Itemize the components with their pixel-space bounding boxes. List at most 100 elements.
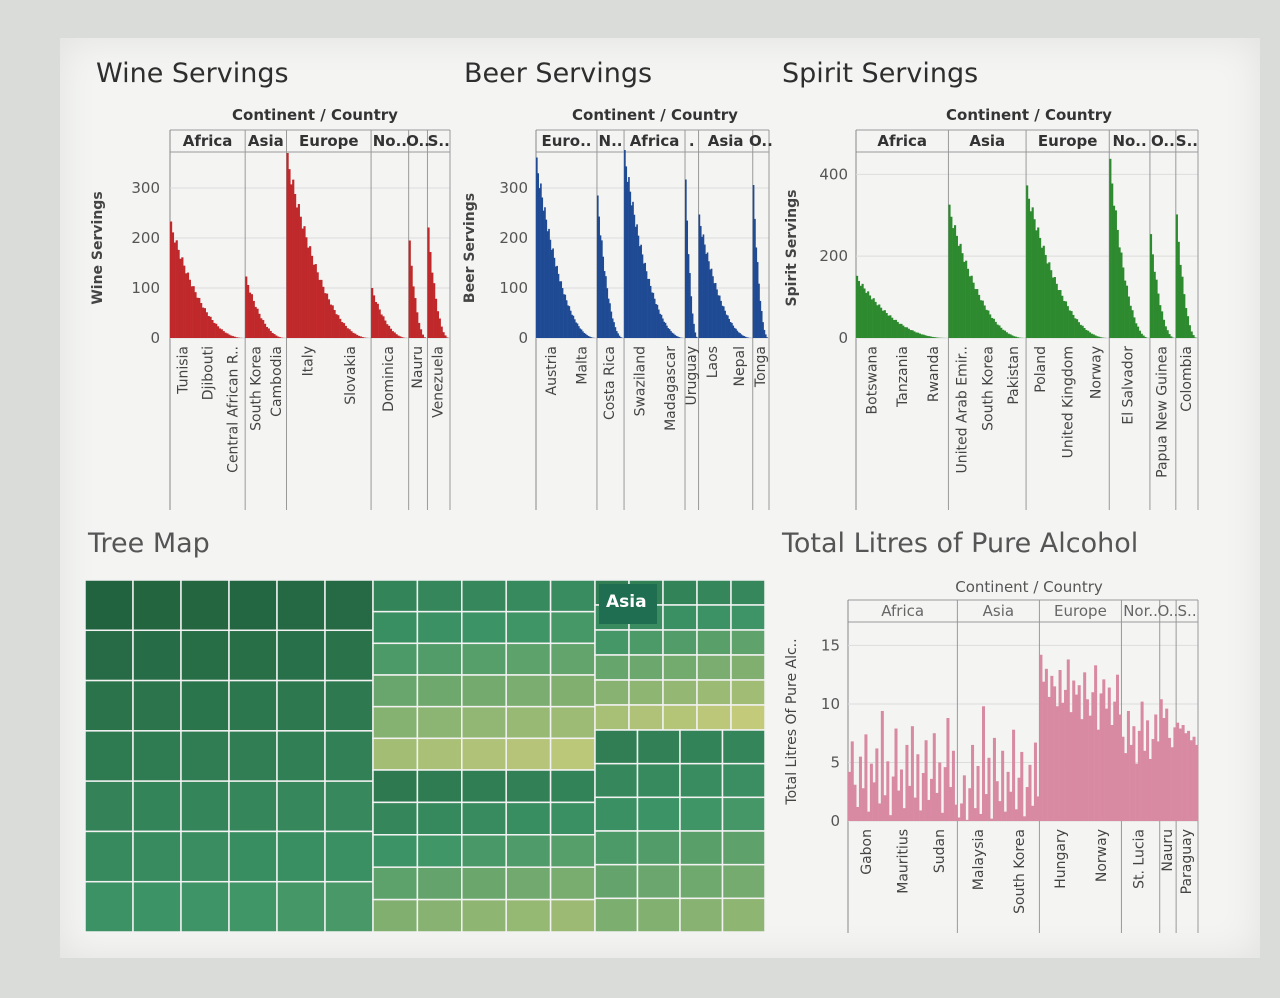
spirit-bar xyxy=(1035,230,1038,338)
treemap-cell xyxy=(276,880,326,933)
spirit-bar xyxy=(1090,333,1093,338)
beer-bar xyxy=(733,327,736,338)
alcohol-bar xyxy=(1023,816,1027,821)
beer-bar xyxy=(699,226,702,338)
spirit-bar xyxy=(915,332,918,338)
beer-group-label: Africa xyxy=(630,132,680,150)
treemap-cell xyxy=(549,674,596,708)
treemap-cell xyxy=(416,642,463,676)
wine-bar xyxy=(220,329,223,338)
treemap-cell xyxy=(416,579,463,613)
wine-bar xyxy=(438,318,441,338)
spirit-bar xyxy=(870,299,873,338)
treemap-cell xyxy=(228,579,278,632)
alcohol-tick-label: 5 xyxy=(830,753,840,771)
alcohol-group-label: Europe xyxy=(1054,602,1107,620)
alcohol-bar xyxy=(1033,742,1037,821)
spirit-bar xyxy=(1051,277,1055,338)
alcohol-bar xyxy=(861,788,865,821)
spirit-bar xyxy=(1009,334,1012,338)
treemap-cell xyxy=(84,629,134,682)
beer-bar xyxy=(579,328,582,338)
alcohol-bar xyxy=(1192,736,1196,821)
alcohol-bar xyxy=(1189,740,1193,821)
spirit-country-label: Papua New Guinea xyxy=(1155,346,1171,478)
beer-bar xyxy=(664,322,667,338)
wine-bar xyxy=(327,299,331,338)
spirit-bar xyxy=(950,216,953,338)
beer-country-label: Laos xyxy=(705,346,721,378)
spirit-bar xyxy=(996,324,999,338)
wine-bar xyxy=(384,320,387,338)
treemap-cell xyxy=(505,737,552,771)
wine-bar xyxy=(290,184,293,338)
spirit-bar xyxy=(1136,326,1140,338)
wine-country-label: Tunisia xyxy=(176,346,192,395)
treemap-cell xyxy=(372,834,419,868)
beer-bar xyxy=(672,333,675,338)
treemap-cell xyxy=(276,830,326,883)
alcohol-bar xyxy=(1064,689,1068,821)
beer-bar xyxy=(564,294,567,338)
spirit-bar xyxy=(966,268,970,338)
spirit-bar xyxy=(909,330,912,338)
beer-bar xyxy=(671,332,674,338)
spirit-bar xyxy=(965,260,968,338)
spirit-bar xyxy=(979,300,983,338)
treemap-cell xyxy=(730,604,766,631)
alcohol-bar xyxy=(1140,701,1144,821)
beer-bar xyxy=(760,311,763,338)
treemap-cell xyxy=(84,880,134,933)
wine-bar xyxy=(205,312,208,338)
wine-country-label: Cambodia xyxy=(269,346,285,417)
spirit-bar xyxy=(1194,337,1197,338)
beer-bar xyxy=(657,309,660,338)
beer-bar xyxy=(759,300,762,338)
alcohol-bar xyxy=(938,762,942,821)
treemap-cell xyxy=(594,796,639,832)
spirit-bar xyxy=(868,295,872,338)
beer-bar xyxy=(663,321,665,338)
alcohol-bar xyxy=(935,792,939,821)
treemap-cell xyxy=(549,769,596,804)
beer-country-label: Nepal xyxy=(732,346,748,386)
beer-bar xyxy=(625,166,628,338)
beer-bar xyxy=(630,205,633,338)
wine-bar xyxy=(354,333,357,338)
beer-bar xyxy=(572,315,575,338)
alcohol-bar xyxy=(1099,693,1103,821)
spirit-country-label: United Arab Emir.. xyxy=(954,346,970,473)
beer-bar xyxy=(661,318,664,338)
wine-bar xyxy=(337,315,340,338)
spirit-bar xyxy=(1037,227,1040,338)
spirit-bar xyxy=(1190,331,1193,338)
treemap-cell xyxy=(228,629,278,682)
spirit-bar xyxy=(900,323,903,338)
wine-bar xyxy=(269,330,272,338)
wine-bar xyxy=(233,336,237,338)
alcohol-bar xyxy=(1159,699,1163,821)
treemap-cell xyxy=(324,730,374,782)
beer-bar xyxy=(655,304,657,338)
alcohol-group-label: S.. xyxy=(1178,602,1197,620)
treemap-cell xyxy=(461,834,507,868)
wine-bar xyxy=(248,292,252,338)
beer-bar xyxy=(617,333,619,338)
spirit-bar xyxy=(1092,334,1095,338)
alcohol-bar xyxy=(987,757,991,821)
beer-tick-label: 100 xyxy=(499,279,528,297)
wine-bar xyxy=(252,300,255,338)
wine-bar xyxy=(344,325,347,338)
wine-bar xyxy=(314,264,317,338)
wine-bar xyxy=(318,279,321,338)
alcohol-bar xyxy=(864,734,868,821)
beer-bar xyxy=(536,157,538,338)
treemap-cell xyxy=(696,679,732,706)
treemap-cell xyxy=(416,834,463,868)
alcohol-bar xyxy=(1148,758,1152,821)
alcohol-bar xyxy=(921,773,925,821)
wine-bar xyxy=(262,320,265,338)
wine-bar xyxy=(218,328,222,338)
spirit-bar xyxy=(961,253,964,338)
spirit-bar xyxy=(859,285,862,338)
